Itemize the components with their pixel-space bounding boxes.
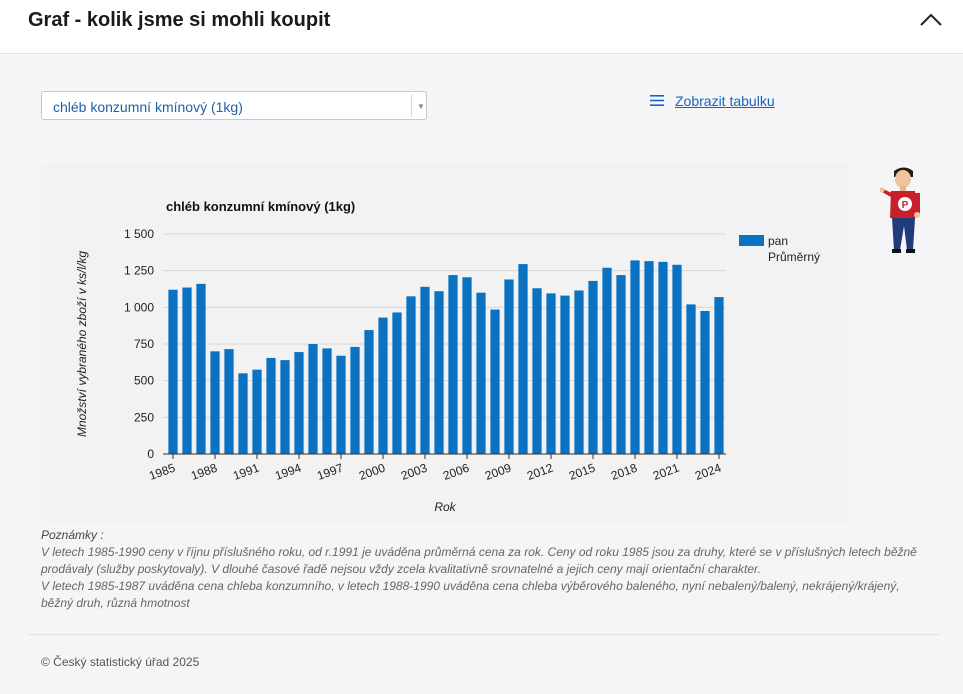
- bar-2005[interactable]: [448, 275, 458, 454]
- bar-2019[interactable]: [644, 261, 654, 454]
- x-tick-label: 2000: [357, 461, 387, 483]
- list-icon: [650, 95, 664, 106]
- bar-1999[interactable]: [364, 330, 374, 454]
- mascot-illustration: P: [880, 167, 920, 253]
- bar-2008[interactable]: [490, 309, 500, 454]
- bar-1994[interactable]: [294, 352, 304, 454]
- bar-1989[interactable]: [224, 349, 234, 454]
- bar-2010[interactable]: [518, 264, 528, 454]
- bar-1990[interactable]: [238, 373, 248, 454]
- bar-1985[interactable]: [168, 289, 178, 454]
- x-tick-label: 1994: [273, 461, 303, 483]
- bar-2006[interactable]: [462, 277, 472, 454]
- product-select[interactable]: chléb konzumní kmínový (1kg) ▼: [41, 91, 427, 120]
- legend-swatch[interactable]: [739, 235, 764, 246]
- page-title: Graf - kolik jsme si mohli koupit: [28, 9, 331, 31]
- collapse-button[interactable]: [915, 8, 947, 34]
- footer-copyright: © Český statistický úřad 2025: [41, 655, 200, 669]
- x-tick-label: 1991: [231, 461, 261, 483]
- bar-chart: chléb konzumní kmínový (1kg) 0 250 500 750 1…: [75, 199, 820, 514]
- notes-line: V letech 1985-1987 uváděna cena chleba k…: [41, 579, 900, 610]
- chevron-up-icon: [920, 13, 942, 26]
- x-tick-label: 2006: [441, 461, 471, 483]
- footer-divider: [28, 634, 940, 635]
- y-tick-label: 750: [134, 337, 154, 351]
- x-tick-label: 2012: [525, 461, 555, 483]
- x-axis-label: Rok: [434, 500, 456, 514]
- bar-2020[interactable]: [658, 261, 668, 454]
- y-tick-label: 1 250: [124, 264, 154, 278]
- bar-1986[interactable]: [182, 287, 192, 454]
- bar-1995[interactable]: [308, 344, 318, 454]
- chevron-down-icon: ▼: [417, 102, 425, 111]
- bar-2003[interactable]: [420, 286, 430, 454]
- bar-2016[interactable]: [602, 267, 612, 454]
- svg-text:P: P: [902, 200, 909, 211]
- x-tick-label: 1997: [315, 461, 345, 483]
- y-tick-label: 0: [147, 447, 154, 461]
- y-tick-label: 250: [134, 410, 154, 424]
- product-select-value: chléb konzumní kmínový (1kg): [53, 99, 243, 115]
- bar-1996[interactable]: [322, 348, 332, 454]
- page-header: Graf - kolik jsme si mohli koupit: [0, 0, 963, 54]
- y-tick-label: 1 500: [124, 227, 154, 241]
- bar-1993[interactable]: [280, 360, 290, 454]
- show-table-label: Zobrazit tabulku: [675, 93, 775, 109]
- notes: Poznámky : V letech 1985-1990 ceny v říj…: [41, 527, 921, 612]
- chart-title: chléb konzumní kmínový (1kg): [166, 199, 355, 214]
- bar-2017[interactable]: [616, 275, 626, 454]
- bar-2009[interactable]: [504, 279, 514, 454]
- bar-2000[interactable]: [378, 317, 388, 454]
- bar-2023[interactable]: [700, 311, 710, 454]
- x-tick-label: 2024: [693, 461, 723, 483]
- x-tick-label: 2015: [567, 461, 597, 483]
- notes-line: V letech 1985-1990 ceny v říjnu příslušn…: [41, 545, 917, 576]
- x-tick-label: 1985: [147, 461, 177, 483]
- bar-2002[interactable]: [406, 296, 416, 454]
- bar-2011[interactable]: [532, 288, 542, 454]
- select-divider: [411, 94, 412, 117]
- y-tick-label: 500: [134, 374, 154, 388]
- bar-2018[interactable]: [630, 260, 640, 454]
- bar-2014[interactable]: [574, 290, 584, 454]
- legend-sub-label: Průměrný: [768, 250, 820, 264]
- bar-1997[interactable]: [336, 355, 346, 454]
- chart-panel: chléb konzumní kmínový (1kg) 0 250 500 750 1…: [41, 164, 849, 522]
- bar-2021[interactable]: [672, 264, 682, 454]
- bar-2007[interactable]: [476, 292, 486, 454]
- x-tick-label: 1988: [189, 461, 219, 483]
- bar-1988[interactable]: [210, 351, 220, 454]
- notes-title: Poznámky :: [41, 528, 104, 542]
- bar-2015[interactable]: [588, 280, 598, 454]
- bar-1992[interactable]: [266, 357, 276, 454]
- x-tick-label: 2021: [651, 461, 681, 483]
- bar-2001[interactable]: [392, 312, 402, 454]
- bar-1991[interactable]: [252, 369, 262, 454]
- bar-2004[interactable]: [434, 291, 444, 454]
- x-tick-label: 2009: [483, 461, 513, 483]
- bar-1998[interactable]: [350, 346, 360, 454]
- y-axis-label: Množství vybraného zboží v ks/l/kg: [75, 251, 89, 437]
- legend-series-label[interactable]: pan: [768, 234, 788, 248]
- bar-2024[interactable]: [714, 297, 724, 454]
- x-tick-label: 2003: [399, 461, 429, 483]
- bar-1987[interactable]: [196, 283, 206, 454]
- x-tick-label: 2018: [609, 461, 639, 483]
- y-tick-label: 1 000: [124, 300, 154, 314]
- bar-2022[interactable]: [686, 304, 696, 454]
- bar-2012[interactable]: [546, 293, 556, 454]
- bar-2013[interactable]: [560, 295, 570, 454]
